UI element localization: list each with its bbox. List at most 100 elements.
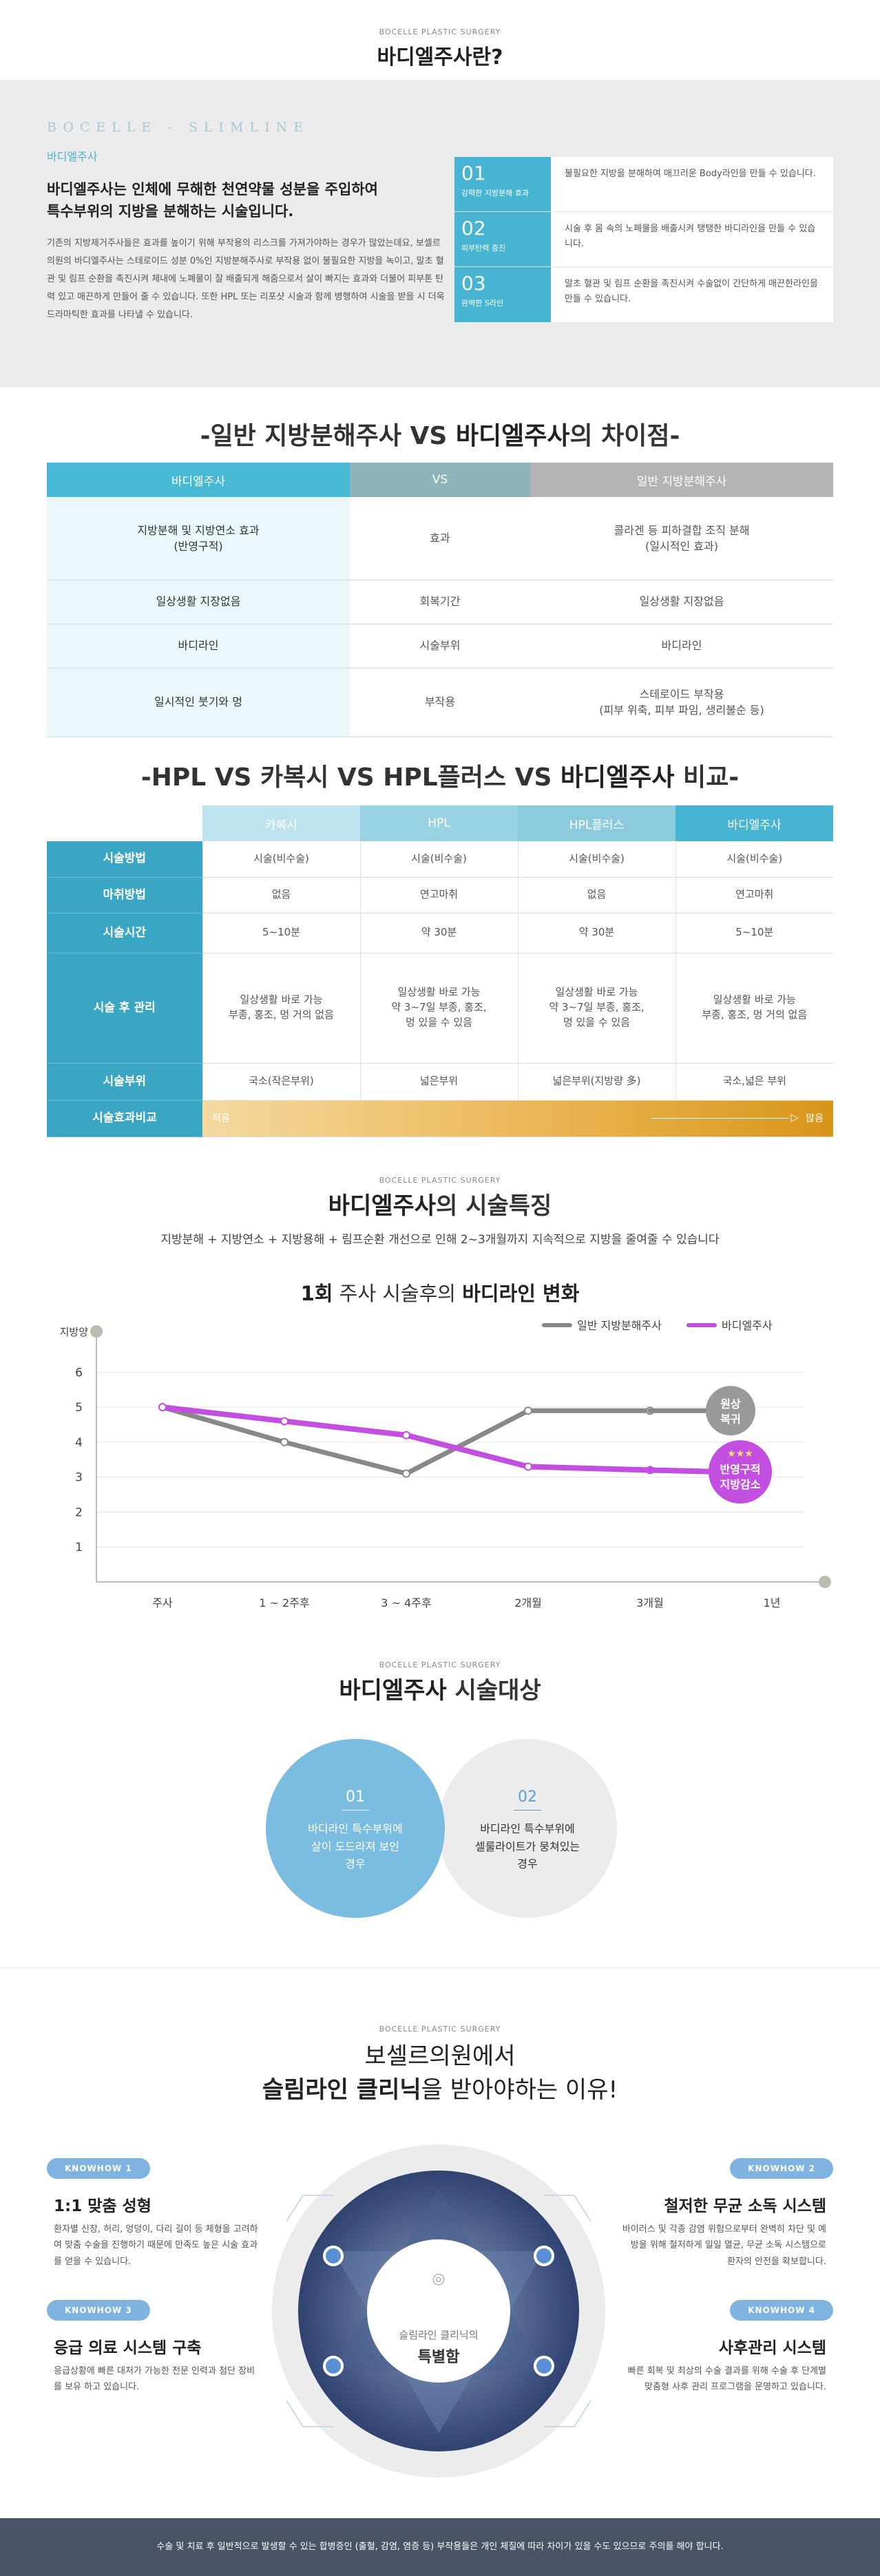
table-cell: 5~10분	[675, 913, 833, 953]
annotation-stars: ★★★	[727, 1448, 753, 1459]
effect-row: 시술효과비교 적음 ▷ 많음	[47, 1100, 833, 1137]
connector-4	[544, 2400, 591, 2427]
chart-title-bold: 바디라인 변화	[462, 1282, 580, 1305]
target-text-line: 경우	[517, 1857, 538, 1871]
y-axis-label: 지방양	[60, 1326, 89, 1338]
brand-caption: BOCELLE PLASTIC SURGERY	[379, 1176, 501, 1185]
page-title: 바디엘주사란?	[377, 45, 503, 70]
y-axis-end-dot	[90, 1325, 103, 1338]
target-text-line: 살이 도드라져 보인	[311, 1839, 399, 1853]
benefit-number: 02	[461, 217, 486, 240]
feature-section: BOCELLE PLASTIC SURGERY 바디엘주사의 시술특징 지방분해…	[0, 1162, 880, 1644]
annotation-text: 지방감소	[720, 1478, 761, 1491]
col-header-bodyl: 바디엘주사	[675, 805, 833, 841]
knowhow-text-4: 빠른 회복 및 최상의 수술 결과를 위해 수술 후 단계별 맞춤형 사후 관리…	[627, 2366, 826, 2393]
effect-gradient-bar: 적음 ▷ 많음	[202, 1100, 833, 1137]
data-point	[280, 1417, 289, 1426]
y-tick-label: 1	[75, 1541, 83, 1554]
annotation-text: 원상	[720, 1397, 741, 1411]
intro-headline-line2: 특수부위의 지방을 분해하는 시술입니다.	[47, 202, 294, 220]
table-row: 일시적인 붓기와 멍 부작용 스테로이드 부작용 (피부 위축, 피부 파임, …	[47, 668, 833, 737]
target-title: 바디엘주사 시술대상	[0, 1671, 880, 1705]
knowhow-dot-1	[323, 2246, 344, 2266]
benefit-number: 01	[461, 162, 486, 184]
data-point	[280, 1437, 289, 1446]
x-tick-label: 2개월	[514, 1596, 542, 1609]
table-row: 시술부위 국소(작은부위) 넓은부위 넓은부위(지방량 多) 국소,넓은 부위	[47, 1063, 833, 1101]
center-text-2: 특별함	[417, 2349, 460, 2366]
cell-bodyl: 일상생활 지장없음	[47, 580, 350, 624]
procedure-table: 카복시 HPL HPL플러스 바디엘주사 시술방법 시술(비수술) 시술(비수술…	[47, 805, 833, 1137]
center-text-1: 슬림라인 클리닉의	[399, 2329, 479, 2341]
target-number: 01	[346, 1788, 365, 1806]
table-cell: 넓은부위(지방량 多)	[517, 1063, 675, 1101]
title-part: 을 받아야하는 이유!	[421, 2076, 618, 2104]
intro-subtitle: 바디엘주사	[47, 150, 98, 163]
connector-1	[286, 2195, 333, 2222]
x-tick-label: 1년	[764, 1596, 781, 1609]
table-cell: 일상생활 바로 가능 부종, 홍조, 멍 거의 없음	[202, 953, 360, 1064]
title-part: 의 시술특징	[436, 1192, 552, 1220]
table-cell: 넓은부위	[359, 1063, 518, 1101]
annotation-text: 복귀	[720, 1413, 740, 1426]
target-text-line: 바디라인 특수부위에	[480, 1822, 575, 1835]
table-cell: 약 30분	[359, 913, 518, 953]
intro-body: 기존의 지방제거주사들은 효과를 높이기 위해 부작용의 리스크를 가져가야하는…	[47, 238, 445, 320]
table-cell: 없음	[517, 877, 675, 914]
corner-cell	[47, 805, 202, 841]
data-point	[402, 1469, 410, 1478]
feature-subtitle: 지방분해 + 지방연소 + 지방용해 + 림프순환 개선으로 인해 2~3개월까…	[160, 1233, 720, 1247]
target-section: BOCELLE PLASTIC SURGERY 바디엘주사 시술대상 02 바디…	[0, 1644, 880, 1967]
reason-title-line2: 슬림라인 클리닉을 받아야하는 이유!	[0, 2073, 880, 2107]
reason-section: BOCELLE PLASTIC SURGERY 보셀르의원에서 슬림라인 클리닉…	[0, 1967, 880, 2518]
table-cell: 연고마취	[359, 877, 518, 914]
cell-bodyl: 일시적인 붓기와 멍	[47, 668, 350, 737]
table-row: 일상생활 지장없음 회복기간 일상생활 지장없음	[47, 580, 833, 624]
cell-bodyl: 바디라인	[47, 624, 350, 668]
knowhow-title-4: 사후관리 시스템	[718, 2339, 826, 2357]
effect-low-label: 적음	[212, 1112, 230, 1124]
table-cell: 5~10분	[202, 913, 360, 953]
table-row: 마취방법 없음 연고마취 없음 연고마취	[47, 877, 833, 914]
title-bold: 슬림라인 클리닉	[262, 2076, 421, 2104]
knowhow-badge-1: KNOWHOW 1	[47, 2158, 150, 2179]
knowhow-title-1: 1:1 맞춤 성형	[54, 2197, 151, 2215]
row-header: 마취방법	[47, 877, 202, 914]
table-row: 지방분해 및 지방연소 효과 (반영구적) 효과 콜라겐 등 피하결합 조직 분…	[47, 497, 833, 580]
benefit-text: 말초 혈관 및 림프 순환을 촉진시켜 수술없이 간단하게 매끈한라인을 만들 …	[565, 279, 818, 305]
title-part: 비교-	[674, 763, 740, 792]
table-row: 바디라인 시술부위 바디라인	[47, 624, 833, 668]
target-circle-2: 02 바디라인 특수부위에 셀룰라이트가 뭉쳐있는 경우	[438, 1739, 617, 1918]
title-part: -HPL VS 카복시 VS HPL플러스 VS	[140, 763, 561, 792]
intro-benefit-list: 01 강력한 지방분해 효과 불필요한 지방을 분해하여 매끄러운 Body라인…	[454, 157, 833, 322]
knowhow-title-2: 철저한 무균 소독 시스템	[664, 2197, 826, 2215]
table-cell: 시술(비수술)	[359, 841, 518, 878]
title-part: -일반 지방분해주사 VS	[200, 422, 456, 450]
x-tick-label: 주사	[152, 1596, 173, 1609]
chart-title-part: 주사 시술후의	[333, 1282, 463, 1305]
table-cell: 일상생활 바로 가능 약 3~7일 부종, 홍조, 멍 있을 수 있음	[359, 953, 518, 1064]
table-row: 시술시간 5~10분 약 30분 약 30분 5~10분	[47, 913, 833, 953]
table-cell: 시술(비수술)	[675, 841, 833, 878]
chart-title: 1회 주사 시술후의 바디라인 변화	[0, 1278, 880, 1307]
table-cell: 시술(비수술)	[202, 841, 360, 878]
title-bold: 바디엘주사	[328, 1192, 437, 1220]
x-axis-end-dot	[819, 1576, 831, 1588]
target-text-line: 바디라인 특수부위에	[308, 1822, 403, 1835]
cell-general: 바디라인	[530, 624, 833, 668]
effect-arrow-line	[651, 1117, 789, 1119]
cell-bodyl: 지방분해 및 지방연소 효과 (반영구적)	[47, 497, 350, 580]
effect-arrow-icon: ▷	[790, 1110, 799, 1123]
benefit-badge: 01 강력한 지방분해 효과	[454, 157, 551, 211]
annotation-text: 반영구적	[720, 1463, 761, 1476]
data-point	[402, 1430, 410, 1439]
y-tick-label: 2	[75, 1506, 83, 1519]
cell-criteria: 부작용	[350, 668, 530, 737]
brand-caption: BOCELLE PLASTIC SURGERY	[379, 1660, 501, 1669]
row-header: 시술 후 관리	[47, 953, 202, 1064]
reason-title-line1: 보셀르의원에서	[364, 2042, 516, 2070]
footer-notice: 수술 및 치료 후 일반적으로 발생할 수 있는 합병증인 (출혈, 감염, 염…	[0, 2518, 880, 2576]
x-tick-label: 3 ~ 4주후	[381, 1596, 431, 1609]
cell-criteria: 시술부위	[350, 624, 530, 668]
